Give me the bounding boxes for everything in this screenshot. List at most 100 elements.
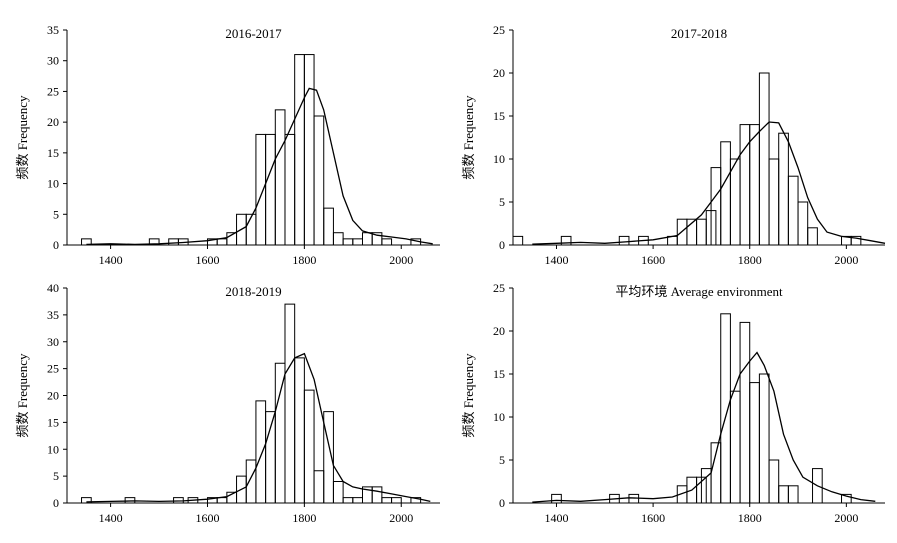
y-tick-label: 25 <box>493 281 505 295</box>
histogram-bar <box>739 321 751 504</box>
histogram-bar <box>381 497 393 504</box>
y-tick-label: 0 <box>53 496 59 510</box>
x-tick-label: 2000 <box>834 253 858 267</box>
x-tick-label: 1800 <box>738 253 762 267</box>
x-tick-label: 1600 <box>195 253 219 267</box>
y-tick-label: 25 <box>47 84 59 98</box>
y-tick-label: 5 <box>53 469 59 483</box>
histogram-bar <box>768 158 780 246</box>
y-tick-label: 20 <box>47 389 59 403</box>
x-tick-label: 1400 <box>99 253 123 267</box>
histogram-bar <box>284 303 296 504</box>
y-tick-label: 15 <box>493 367 505 381</box>
histogram-bar <box>371 486 383 504</box>
y-tick-label: 30 <box>47 54 59 68</box>
histogram-bar <box>410 497 422 504</box>
histogram-bar <box>284 133 296 246</box>
x-tick-label: 1400 <box>544 253 568 267</box>
histogram-bar <box>265 133 276 246</box>
x-tick-label: 2000 <box>389 511 413 525</box>
y-tick-label: 10 <box>493 410 505 424</box>
histogram-bar <box>342 238 354 246</box>
y-tick-label: 15 <box>47 146 59 160</box>
histogram-bar <box>303 54 315 246</box>
histogram-bar <box>245 213 257 246</box>
y-tick-label: 5 <box>499 453 505 467</box>
y-tick-label: 0 <box>53 238 59 252</box>
histogram-bar <box>749 382 760 504</box>
histogram-bar <box>265 411 276 504</box>
histogram-bar <box>768 459 780 504</box>
histogram-bar <box>778 132 789 246</box>
y-tick-label: 15 <box>47 415 59 429</box>
histogram-bar <box>667 235 678 246</box>
y-tick-label: 20 <box>493 324 505 338</box>
y-tick-label: 35 <box>47 308 59 322</box>
panel-2018-2019: 0 5 10 15 20 25 30 35 40 1400 1600 1800 2000 2018-201… <box>15 281 440 525</box>
histogram-bar <box>618 235 630 246</box>
histogram-bar <box>560 235 572 246</box>
histogram-bar <box>323 207 334 246</box>
panel-title: 2018-2019 <box>225 284 281 299</box>
histogram-bar <box>313 115 325 246</box>
x-tick-label: 1400 <box>99 511 123 525</box>
panel-average-environment: 0 5 10 15 20 25 1400 1600 1800 2000 平均环境 Average e… <box>461 281 885 525</box>
x-tick-label: 2000 <box>834 511 858 525</box>
x-tick-label: 1600 <box>641 511 665 525</box>
histogram-bar <box>551 493 562 504</box>
y-tick-label: 20 <box>47 115 59 129</box>
histogram-bar <box>274 109 286 246</box>
histogram-bar <box>512 235 524 246</box>
histogram-bar <box>381 238 393 246</box>
x-tick-label: 2000 <box>389 253 413 267</box>
x-tick-label: 1600 <box>641 253 665 267</box>
histogram-bar <box>729 390 741 504</box>
histogram-bar <box>81 238 92 246</box>
histogram-bar <box>352 238 363 246</box>
density-curve <box>86 352 431 503</box>
y-tick-label: 30 <box>47 335 59 349</box>
histogram-bar <box>255 400 267 504</box>
panel-title: 2016-2017 <box>225 26 282 41</box>
y-tick-label: 15 <box>493 109 505 123</box>
panel-title: 平均环境 Average environment <box>615 284 783 299</box>
histogram-bar <box>332 232 344 246</box>
y-tick-label: 10 <box>47 177 59 191</box>
histogram-bar <box>391 497 402 504</box>
histogram-bar <box>294 357 305 504</box>
histogram-bar <box>216 238 228 246</box>
histogram-bar <box>81 497 92 504</box>
x-tick-label: 1800 <box>292 511 316 525</box>
histogram-bar <box>787 175 799 246</box>
y-tick-label: 10 <box>47 442 59 456</box>
y-tick-label: 5 <box>53 207 59 221</box>
panel-2017-2018: 0 5 10 15 20 25 1400 1600 1800 2000 2017-2018 频数 Fr… <box>461 23 886 267</box>
x-tick-label: 1400 <box>544 511 568 525</box>
histogram-bar <box>778 485 789 504</box>
histogram-bar <box>850 235 862 246</box>
histogram-bar <box>807 227 818 246</box>
histogram-bar <box>342 497 354 504</box>
histogram-bar <box>729 158 741 246</box>
histogram-bar <box>332 481 344 504</box>
panel-title: 2017-2018 <box>671 26 727 41</box>
histogram-bar <box>720 313 731 504</box>
histogram-bar <box>148 238 160 246</box>
y-tick-label: 25 <box>47 362 59 376</box>
y-tick-label: 40 <box>47 281 59 295</box>
x-tick-label: 1600 <box>195 511 219 525</box>
y-tick-label: 20 <box>493 66 505 80</box>
histogram-bar <box>274 362 286 504</box>
histogram-bar <box>841 493 852 504</box>
y-axis-label: 频数 Frequency <box>15 353 30 438</box>
density-curve <box>532 351 876 503</box>
histogram-bar <box>313 470 325 504</box>
histogram-bar <box>245 459 257 504</box>
y-axis-label: 频数 Frequency <box>15 95 30 180</box>
panel-2016-2017: 0 5 10 15 20 25 30 35 1400 1600 1800 2000 2016-2017 频… <box>15 23 440 267</box>
histogram-bar <box>758 72 770 246</box>
x-tick-label: 1800 <box>292 253 316 267</box>
histogram-bar <box>361 232 373 246</box>
y-tick-label: 0 <box>499 496 505 510</box>
